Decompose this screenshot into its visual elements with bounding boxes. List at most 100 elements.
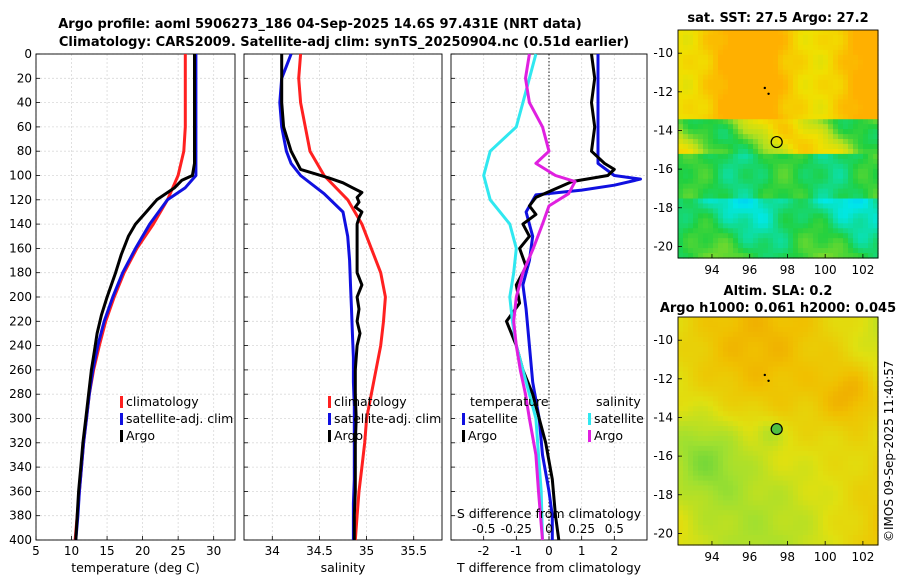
heatmap-cell [838, 515, 844, 521]
heatmap-cell [788, 233, 794, 239]
heatmap-cell [743, 228, 749, 234]
heatmap-cell [823, 124, 829, 130]
heatmap-cell [828, 331, 834, 338]
heatmap-cell [823, 510, 829, 516]
heatmap-cell [728, 208, 734, 214]
heatmap-cell [758, 445, 764, 452]
heatmap-cell [713, 44, 719, 51]
heatmap-cell [823, 168, 829, 175]
heatmap-cell [803, 114, 809, 120]
heatmap-cell [873, 109, 879, 115]
heatmap-cell [773, 351, 779, 358]
heatmap-cell [708, 238, 714, 244]
x-tick-label: 35 [359, 544, 374, 558]
heatmap-cell [688, 505, 694, 511]
heatmap-cell [813, 124, 819, 130]
heatmap-cell [693, 401, 699, 407]
heatmap-cell [688, 475, 694, 482]
heatmap-cell [818, 218, 824, 224]
heatmap-cell [778, 440, 784, 447]
heatmap-cell [753, 89, 759, 96]
heatmap-cell [703, 510, 709, 516]
heatmap-cell [693, 485, 699, 492]
heatmap-cell [703, 530, 709, 536]
heatmap-cell [838, 475, 844, 482]
heatmap-cell [838, 440, 844, 447]
heatmap-cell [788, 223, 794, 229]
heatmap-cell [698, 525, 704, 531]
heatmap-cell [868, 74, 874, 81]
heatmap-cell [873, 431, 879, 437]
heatmap-cell [743, 54, 749, 61]
heatmap-cell [838, 238, 844, 244]
heatmap-cell [723, 173, 729, 180]
heatmap-cell [848, 525, 854, 531]
heatmap-cell [728, 248, 734, 254]
heatmap-cell [713, 203, 719, 210]
heatmap-cell [843, 540, 849, 546]
heatmap-cell [748, 500, 754, 506]
heatmap-cell [693, 321, 699, 328]
heatmap-cell [683, 69, 689, 76]
heatmap-cell [728, 431, 734, 437]
heatmap-cell [863, 510, 869, 516]
heatmap-cell [698, 445, 704, 452]
heatmap-cell [828, 44, 834, 51]
heatmap-cell [773, 228, 779, 234]
heatmap-cell [698, 470, 704, 477]
heatmap-cell [833, 500, 839, 506]
heatmap-cell [678, 416, 684, 422]
heatmap-cell [683, 99, 689, 105]
heatmap-cell [803, 351, 809, 358]
heatmap-cell [718, 168, 724, 175]
heatmap-cell [793, 134, 799, 140]
heatmap-cell [733, 445, 739, 452]
heatmap-cell [818, 386, 824, 392]
heatmap-cell [763, 336, 769, 343]
heatmap-cell [813, 386, 819, 392]
heatmap-cell [853, 228, 859, 234]
heatmap-cell [813, 69, 819, 76]
heatmap-cell [793, 163, 799, 170]
heatmap-cell [733, 331, 739, 338]
heatmap-cell [723, 34, 729, 41]
heatmap-cell [698, 139, 704, 145]
heatmap-cell [838, 396, 844, 402]
heatmap-cell [873, 104, 879, 110]
heatmap-cell [838, 505, 844, 511]
heatmap-cell [698, 495, 704, 501]
heatmap-cell [693, 475, 699, 482]
heatmap-cell [828, 356, 834, 363]
heatmap-cell [813, 129, 819, 135]
heatmap-cell [773, 203, 779, 210]
heatmap-cell [828, 49, 834, 56]
heatmap-cell [808, 361, 814, 368]
heatmap-cell [698, 114, 704, 120]
heatmap-cell [798, 213, 804, 219]
heatmap-cell [768, 188, 774, 195]
heatmap-cell [693, 178, 699, 185]
heatmap-cell [708, 168, 714, 175]
heatmap-cell [758, 44, 764, 51]
heatmap-cell [843, 119, 849, 125]
heatmap-cell [808, 233, 814, 239]
heatmap-cell [843, 198, 849, 205]
heatmap-cell [728, 465, 734, 472]
heatmap-cell [733, 470, 739, 477]
heatmap-cell [748, 168, 754, 175]
heatmap-cell [793, 173, 799, 180]
heatmap-cell [843, 460, 849, 467]
heatmap-cell [838, 510, 844, 516]
heatmap-cell [843, 465, 849, 472]
heatmap-cell [773, 480, 779, 487]
heatmap-cell [733, 366, 739, 373]
heatmap-cell [703, 183, 709, 190]
heatmap-cell [833, 490, 839, 497]
heatmap-cell [828, 455, 834, 462]
heatmap-cell [733, 248, 739, 254]
heatmap-cell [818, 535, 824, 541]
heatmap-cell [868, 233, 874, 239]
heatmap-cell [693, 535, 699, 541]
heatmap-cell [713, 401, 719, 407]
heatmap-cell [863, 99, 869, 105]
